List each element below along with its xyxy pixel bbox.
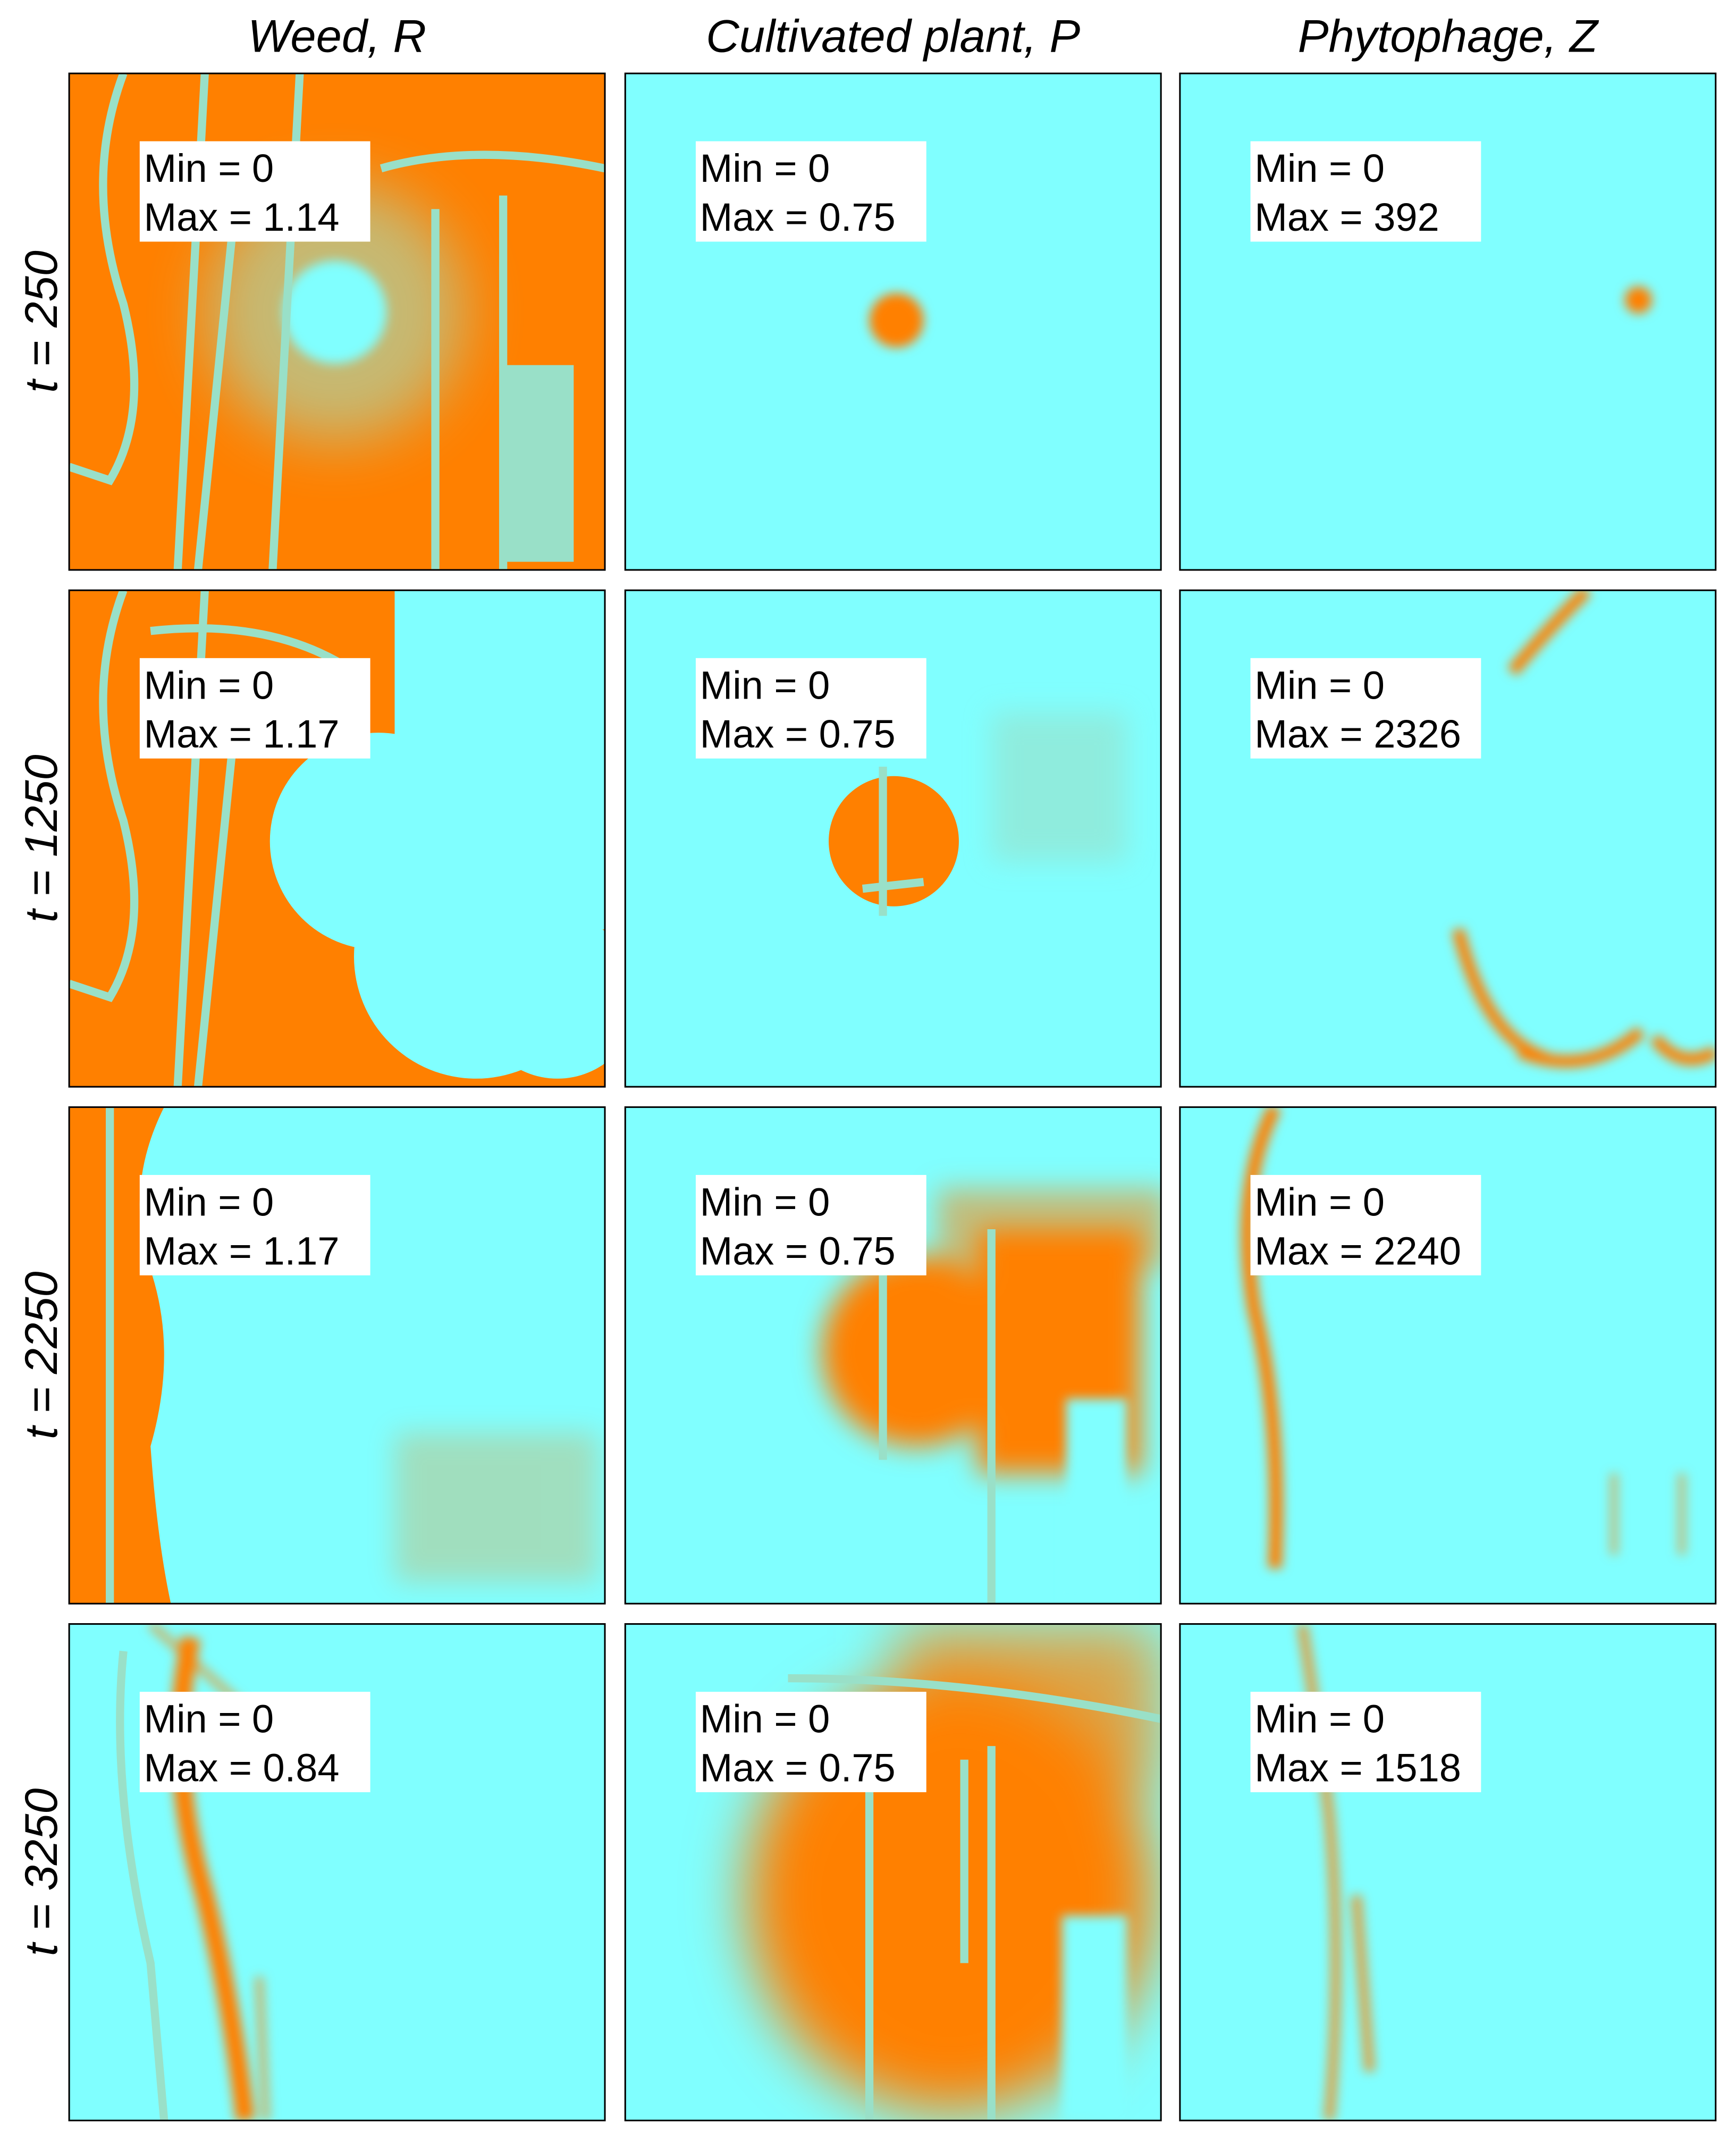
min-label: Min = 0 — [1254, 146, 1385, 190]
max-label: Max = 0.84 — [144, 1746, 339, 1790]
min-label: Min = 0 — [144, 1180, 274, 1224]
max-label: Max = 0.75 — [700, 1746, 896, 1790]
min-label: Min = 0 — [1254, 663, 1385, 707]
column-title: Phytophage, Z — [1298, 10, 1599, 62]
row-label: t = 3250 — [15, 1788, 67, 1956]
min-label: Min = 0 — [700, 1180, 830, 1224]
row-label: t = 2250 — [15, 1271, 67, 1439]
info-box — [139, 141, 370, 242]
max-label: Max = 0.75 — [700, 712, 896, 756]
info-box — [695, 1174, 926, 1275]
max-label: Max = 2326 — [1254, 712, 1461, 756]
info-box — [1250, 1174, 1481, 1275]
max-label: Max = 392 — [1254, 195, 1439, 239]
info-box — [695, 1692, 926, 1792]
info-box — [139, 1692, 370, 1792]
max-label: Max = 1.17 — [144, 1229, 339, 1273]
row-label: t = 1250 — [15, 754, 67, 922]
min-label: Min = 0 — [700, 1697, 830, 1741]
column-title: Cultivated plant, P — [706, 10, 1080, 62]
info-box — [139, 658, 370, 759]
info-box — [1250, 1692, 1481, 1792]
max-label: Max = 1.17 — [144, 712, 339, 756]
info-box — [695, 141, 926, 242]
info-box — [1250, 141, 1481, 242]
max-label: Max = 0.75 — [700, 1229, 896, 1273]
info-box — [1250, 658, 1481, 759]
column-title: Weed, R — [248, 10, 426, 62]
min-label: Min = 0 — [144, 663, 274, 707]
min-label: Min = 0 — [1254, 1180, 1385, 1224]
max-label: Max = 2240 — [1254, 1229, 1461, 1273]
info-box — [695, 658, 926, 759]
min-label: Min = 0 — [144, 146, 274, 190]
panel-art — [625, 1624, 1161, 2121]
panel-frames — [68, 72, 1717, 2121]
min-label: Min = 0 — [700, 146, 830, 190]
min-label: Min = 0 — [1254, 1697, 1385, 1741]
row-label: t = 250 — [15, 250, 67, 393]
info-box — [139, 1174, 370, 1275]
min-label: Min = 0 — [144, 1697, 274, 1741]
min-label: Min = 0 — [700, 663, 830, 707]
max-label: Max = 0.75 — [700, 195, 896, 239]
max-label: Max = 1518 — [1254, 1746, 1461, 1790]
max-label: Max = 1.14 — [144, 195, 339, 239]
